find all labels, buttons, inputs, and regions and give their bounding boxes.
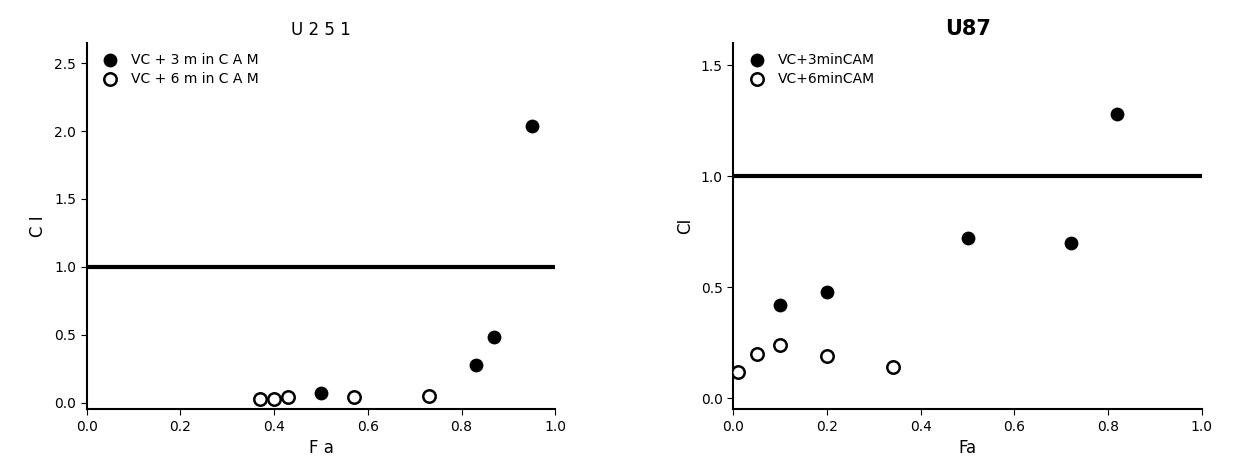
VC + 3 m in C A M xyxy=(522,122,541,129)
Title: U 2 5 1: U 2 5 1 xyxy=(291,20,351,39)
X-axis label: Fa: Fa xyxy=(959,439,976,457)
VC + 6 m in C A M xyxy=(344,393,364,401)
VC + 3 m in C A M xyxy=(466,361,486,368)
VC+3minCAM xyxy=(958,235,978,242)
Title: U87: U87 xyxy=(944,19,990,39)
Legend: VC+3minCAM, VC+6minCAM: VC+3minCAM, VC+6minCAM xyxy=(737,47,881,92)
Y-axis label: CI: CI xyxy=(676,218,694,234)
VC+3minCAM xyxy=(1108,110,1127,118)
Legend: VC + 3 m in C A M, VC + 6 m in C A M: VC + 3 m in C A M, VC + 6 m in C A M xyxy=(90,47,264,92)
X-axis label: F a: F a xyxy=(309,439,333,457)
VC+6minCAM xyxy=(729,368,748,376)
VC + 6 m in C A M xyxy=(279,393,299,401)
VC+6minCAM xyxy=(771,341,790,349)
VC+3minCAM xyxy=(1061,239,1080,247)
VC + 6 m in C A M xyxy=(264,395,284,402)
VC+6minCAM xyxy=(882,363,902,371)
VC + 6 m in C A M xyxy=(419,392,439,399)
VC+3minCAM xyxy=(771,301,790,309)
VC + 3 m in C A M xyxy=(484,334,504,341)
VC+6minCAM xyxy=(747,350,767,357)
Y-axis label: C I: C I xyxy=(30,215,47,237)
VC+3minCAM xyxy=(817,288,836,296)
VC+6minCAM xyxy=(817,352,836,360)
VC + 6 m in C A M xyxy=(250,395,270,402)
VC + 3 m in C A M xyxy=(311,389,331,397)
